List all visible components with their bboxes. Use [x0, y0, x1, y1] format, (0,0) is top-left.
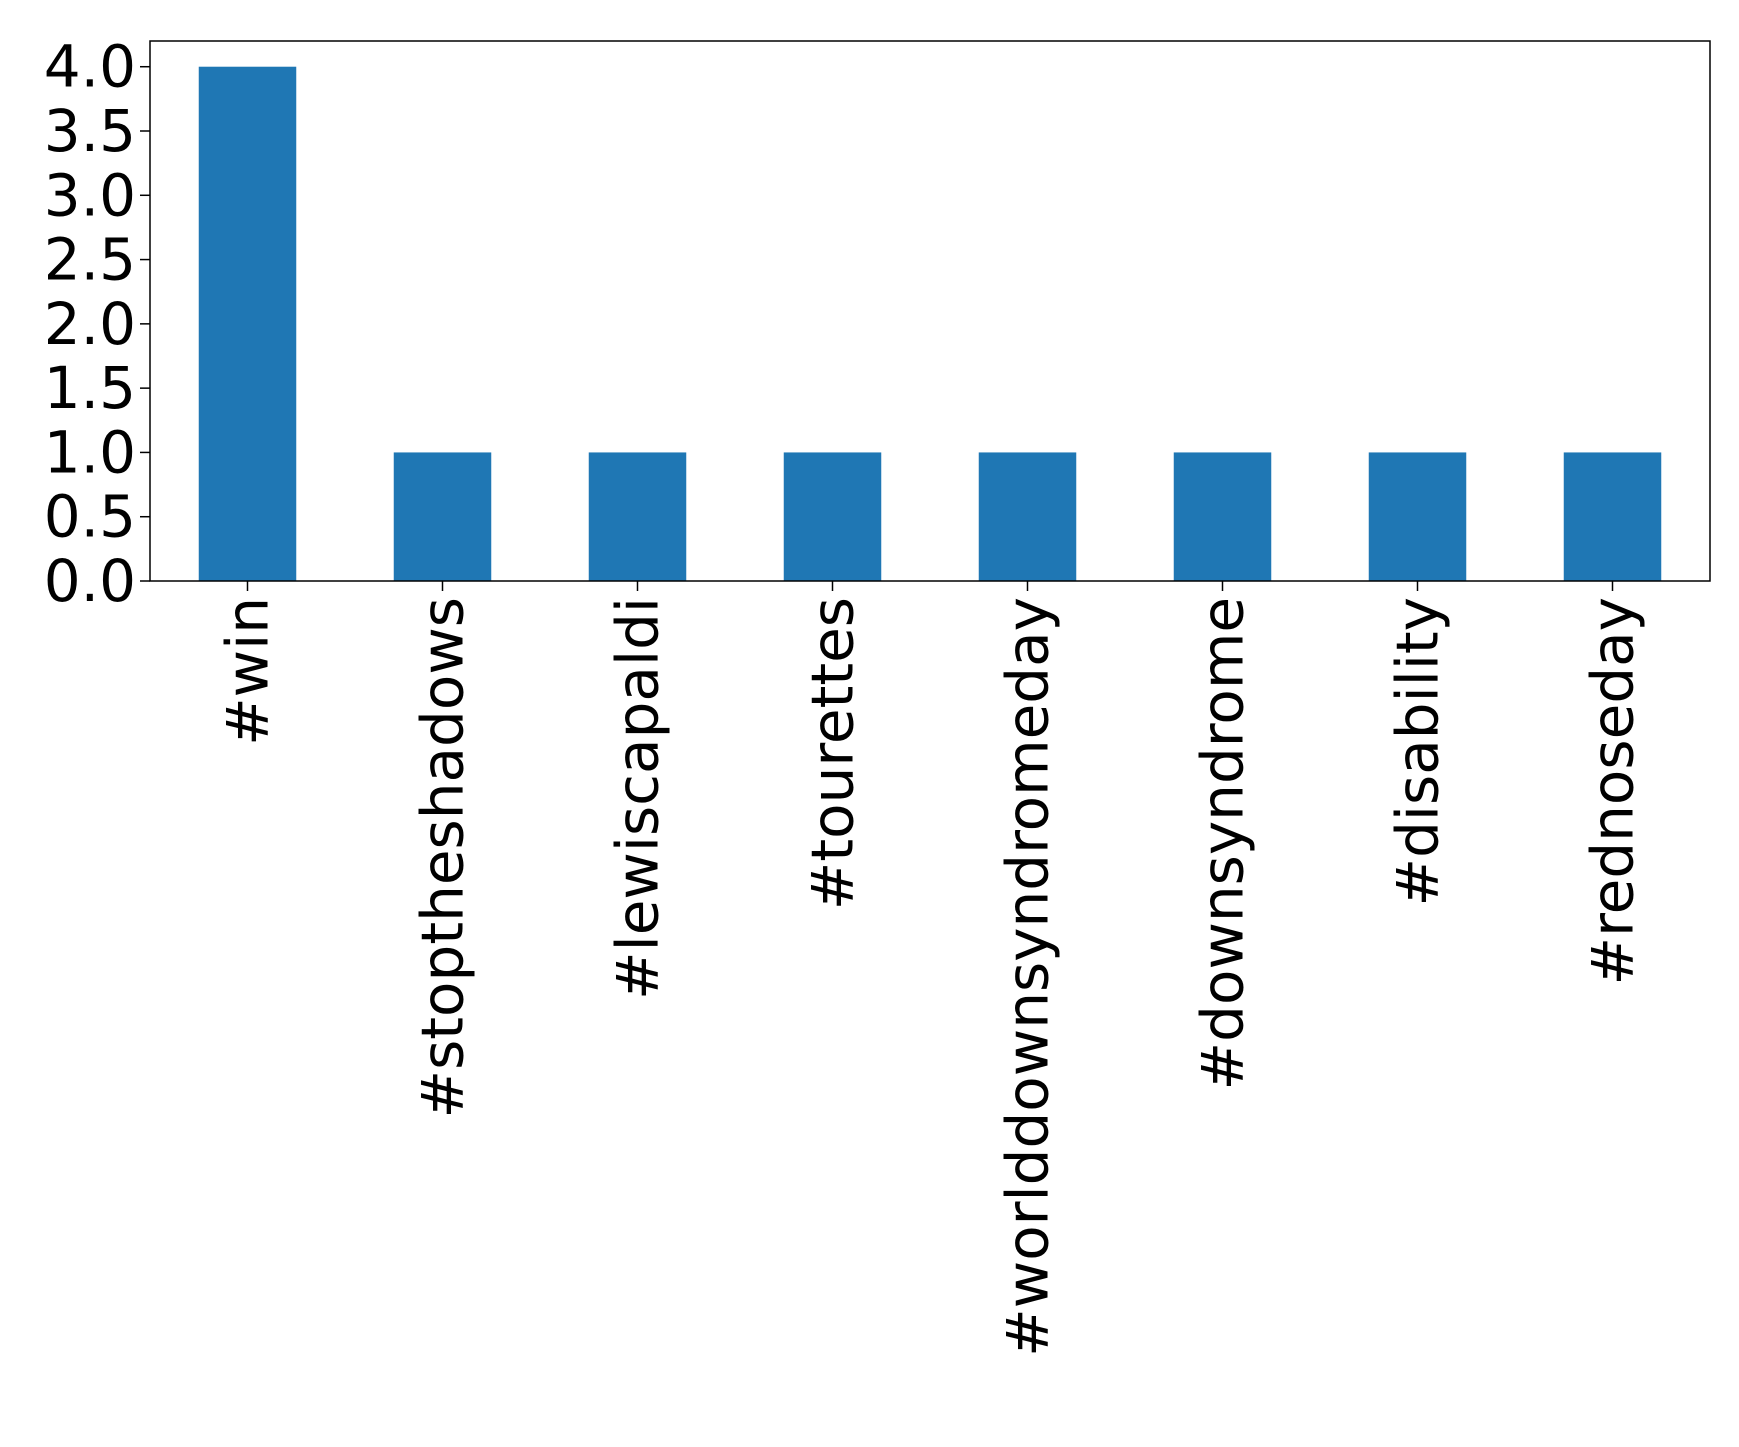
bar-1 — [393, 452, 492, 581]
plot-frame — [149, 40, 1711, 582]
y-tick-label-2: 1.0 — [44, 418, 136, 486]
bar-4 — [978, 452, 1077, 581]
bar-2 — [588, 452, 687, 581]
y-tick-label-4: 2.0 — [44, 290, 136, 358]
x-tick-label-0: #win — [214, 597, 282, 746]
x-axis: #win #stoptheshadows #lewiscapaldi #tourett… — [214, 581, 1647, 1357]
y-tick-label-8: 4.0 — [44, 33, 136, 101]
bars-layer — [198, 66, 1662, 581]
x-tick-label-4: #worlddownsyndromeday — [994, 597, 1062, 1357]
y-tick-label-0: 0.0 — [44, 547, 136, 615]
y-axis: 0.00.51.01.52.02.53.03.54.0 — [44, 33, 150, 615]
bar-3 — [783, 452, 882, 581]
bar-7 — [1563, 452, 1662, 581]
x-tick-label-7: #rednoseday — [1579, 597, 1647, 986]
x-tick-label-3: #tourettes — [799, 597, 867, 910]
y-tick-label-7: 3.5 — [44, 97, 136, 165]
y-tick-label-6: 3.0 — [44, 161, 136, 229]
x-tick-label-5: #downsyndrome — [1189, 597, 1257, 1090]
bar-6 — [1368, 452, 1467, 581]
x-tick-label-2: #lewiscapaldi — [604, 597, 672, 1000]
x-tick-label-6: #disability — [1384, 597, 1452, 907]
bar-5 — [1173, 452, 1272, 581]
y-tick-label-5: 2.5 — [44, 226, 136, 294]
bar-0 — [198, 66, 297, 581]
x-tick-label-1: #stoptheshadows — [409, 597, 477, 1119]
y-tick-label-3: 1.5 — [44, 354, 136, 422]
y-tick-label-1: 0.5 — [44, 483, 136, 551]
